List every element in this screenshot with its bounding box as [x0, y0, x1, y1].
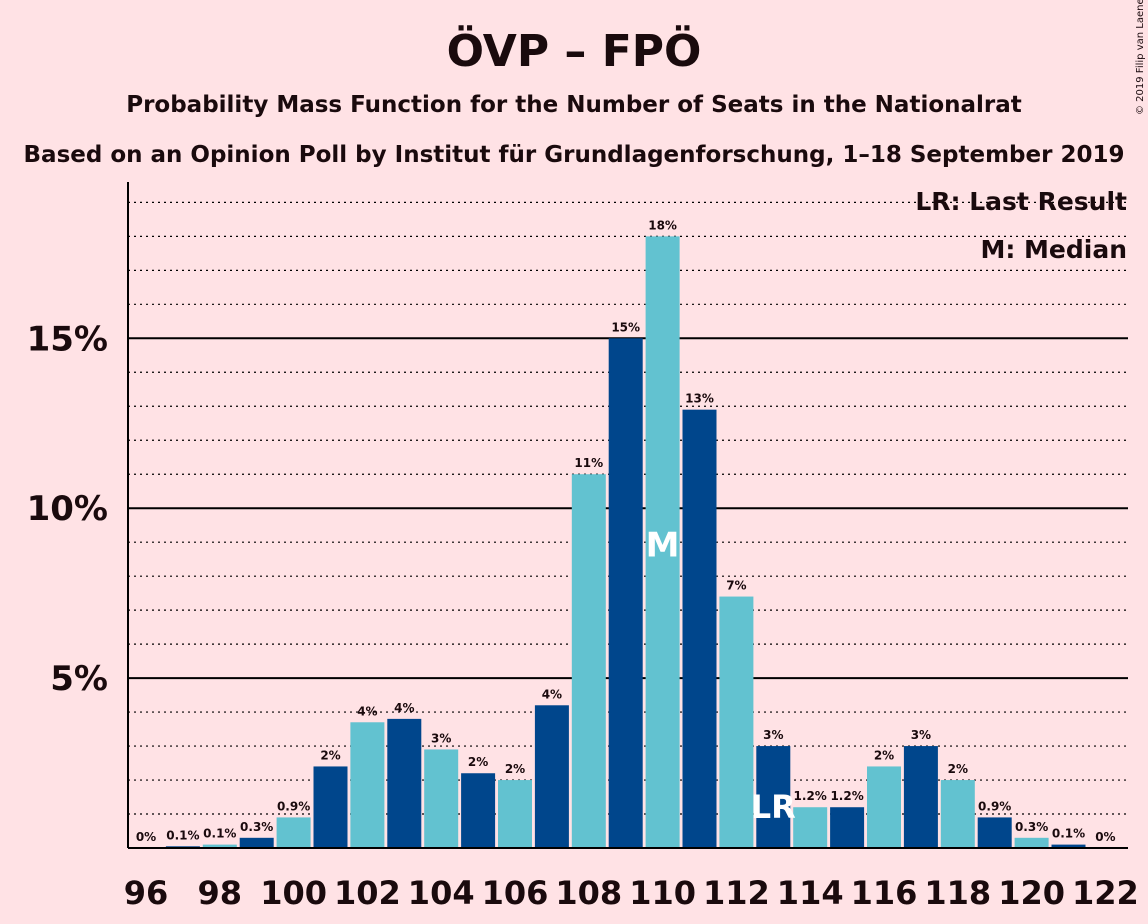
- bar-value-label: 4%: [542, 687, 562, 701]
- bar-value-label: 3%: [763, 728, 783, 742]
- x-tick-label: 110: [629, 874, 696, 912]
- bar: [498, 780, 532, 848]
- bar-value-label: 0.3%: [1015, 820, 1048, 834]
- x-tick-label: 118: [924, 874, 991, 912]
- bar-value-label: 4%: [357, 704, 377, 718]
- bar-value-label: 4%: [394, 701, 414, 715]
- x-tick-label: 114: [777, 874, 844, 912]
- bar: [202, 844, 237, 848]
- bar-value-label: 0.9%: [978, 799, 1011, 813]
- bar-value-label: 1.2%: [794, 789, 827, 803]
- x-tick-label: 100: [260, 874, 327, 912]
- y-tick-label: 10%: [27, 489, 108, 529]
- x-tick-label: 102: [334, 874, 401, 912]
- bar: [461, 773, 496, 848]
- legend-median: M: Median: [980, 235, 1127, 264]
- bar-value-label: 2%: [468, 755, 488, 769]
- bar-value-label: 7%: [726, 579, 746, 593]
- bar-value-label: 0.1%: [166, 828, 199, 842]
- bar: [424, 749, 459, 848]
- bar-value-label: 2%: [505, 762, 525, 776]
- bar: [387, 718, 422, 848]
- bar: [719, 596, 754, 848]
- bar-value-label: 11%: [574, 456, 603, 470]
- bar-value-label: 2%: [874, 748, 894, 762]
- bar: [608, 338, 643, 848]
- bar: [977, 817, 1012, 848]
- last-result-marker: LR: [751, 788, 796, 826]
- bar: [276, 817, 311, 848]
- bar: [645, 236, 680, 849]
- bar-value-label: 18%: [648, 218, 677, 232]
- bar: [313, 766, 348, 848]
- y-tick-label: 5%: [50, 659, 108, 699]
- copyright-text: © 2019 Filip van Laenen: [1135, 0, 1146, 115]
- y-tick-label: 15%: [27, 319, 108, 359]
- axes: 5%10%15%96 98 100 102 104 106 108 110 112 114 116 1…: [27, 182, 1139, 912]
- bar-value-label: 0%: [136, 830, 156, 844]
- bar: [867, 766, 901, 848]
- bar-value-label: 1.2%: [830, 789, 863, 803]
- legend-last-result: LR: Last Result: [915, 187, 1127, 216]
- bar-value-label: 0.3%: [240, 820, 273, 834]
- chart-subtitle: Probability Mass Function for the Number…: [126, 92, 1022, 118]
- median-marker: M: [646, 525, 680, 565]
- bar-value-label: 2%: [948, 762, 968, 776]
- bar: [1051, 844, 1086, 848]
- bar: [940, 780, 975, 848]
- chart-subtitle-poll: Based on an Opinion Poll by Institut für…: [24, 142, 1125, 168]
- bar: [239, 837, 274, 848]
- x-tick-label: 108: [555, 874, 622, 912]
- x-tick-label: 122: [1072, 874, 1139, 912]
- x-tick-label: 120: [998, 874, 1065, 912]
- bars: [165, 236, 1086, 849]
- x-tick-label: 116: [851, 874, 918, 912]
- bar: [682, 409, 717, 848]
- bar-value-label: 15%: [611, 320, 640, 334]
- bar: [350, 722, 385, 848]
- bar: [1014, 837, 1049, 848]
- bar-value-label: 0.1%: [1052, 827, 1085, 841]
- bar-value-labels: 0% 0.1% 0.1% 0.3% 0.9% 2% 4% 4% 3% 2% 2% 4% 11% 15% 18…: [136, 218, 1116, 844]
- bar: [534, 705, 569, 848]
- bar: [571, 474, 606, 848]
- bar-value-label: 2%: [320, 748, 340, 762]
- bar-value-label: 13%: [685, 392, 714, 406]
- bar: [903, 746, 938, 848]
- x-tick-label: 96: [124, 874, 169, 912]
- bar-value-label: 0.9%: [277, 799, 310, 813]
- chart-title: ÖVP – FPÖ: [447, 24, 702, 77]
- x-tick-label: 104: [408, 874, 475, 912]
- bar-value-label: 3%: [911, 728, 931, 742]
- bar-value-label: 0.1%: [203, 827, 236, 841]
- bar: [793, 807, 828, 848]
- bar-value-label: 3%: [431, 731, 451, 745]
- bar: [756, 746, 791, 848]
- x-tick-label: 112: [703, 874, 770, 912]
- x-tick-label: 98: [198, 874, 243, 912]
- x-tick-label: 106: [482, 874, 549, 912]
- bar-value-label: 0%: [1095, 830, 1115, 844]
- bar: [830, 807, 865, 848]
